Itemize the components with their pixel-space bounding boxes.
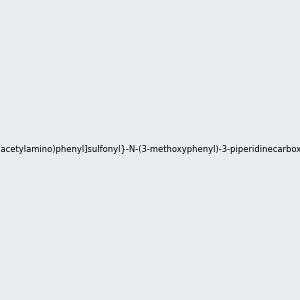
Text: 1-{[4-(acetylamino)phenyl]sulfonyl}-N-(3-methoxyphenyl)-3-piperidinecarboxamide: 1-{[4-(acetylamino)phenyl]sulfonyl}-N-(3… <box>0 146 300 154</box>
